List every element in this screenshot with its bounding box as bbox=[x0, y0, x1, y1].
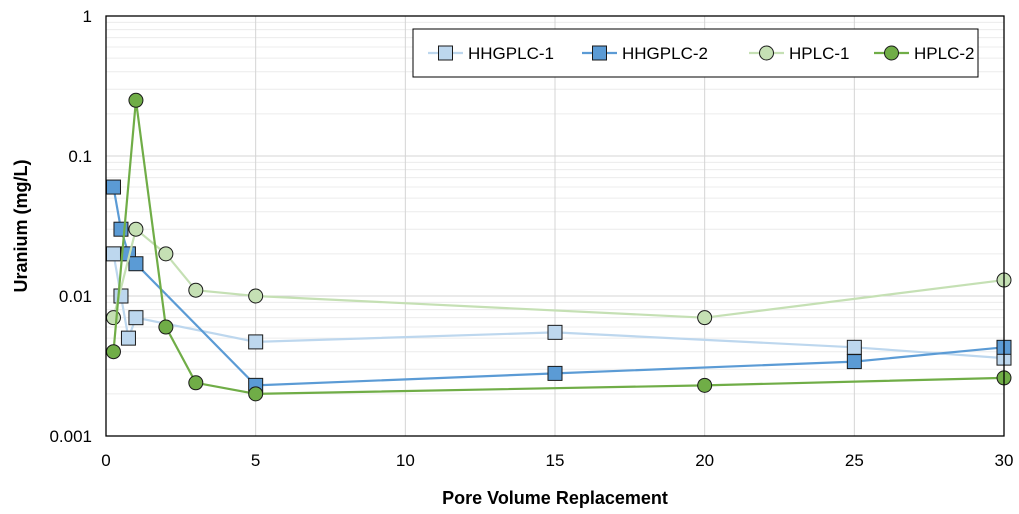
data-point bbox=[547, 365, 563, 381]
data-point bbox=[248, 386, 264, 402]
x-axis-label: Pore Volume Replacement bbox=[442, 488, 668, 508]
data-point bbox=[697, 310, 713, 326]
data-point bbox=[105, 246, 121, 262]
data-point bbox=[547, 324, 563, 340]
data-point bbox=[248, 288, 264, 304]
legend-item-hplc-2: HPLC-2 bbox=[874, 44, 974, 63]
legend-item-hhgplc-2: HHGPLC-2 bbox=[582, 44, 708, 63]
x-tick-label: 5 bbox=[251, 451, 260, 470]
y-tick-label: 1 bbox=[83, 7, 92, 26]
legend-marker bbox=[759, 45, 774, 61]
data-point bbox=[188, 282, 204, 298]
data-point bbox=[128, 256, 144, 272]
legend-label: HPLC-2 bbox=[914, 44, 974, 63]
series-hhgplc-2 bbox=[105, 179, 1012, 393]
legend-label: HHGPLC-2 bbox=[622, 44, 708, 63]
data-point bbox=[105, 344, 121, 360]
data-point bbox=[158, 319, 174, 335]
legend-marker bbox=[592, 45, 607, 61]
x-tick-label: 0 bbox=[101, 451, 110, 470]
data-point bbox=[846, 354, 862, 370]
data-point bbox=[697, 377, 713, 393]
y-tick-label: 0.01 bbox=[59, 287, 92, 306]
x-tick-label: 30 bbox=[995, 451, 1014, 470]
tick-labels: 0 5 10 15 20 25 30 0.001 0.01 0.1 1 bbox=[49, 7, 1013, 470]
x-tick-label: 20 bbox=[695, 451, 714, 470]
legend-label: HPLC-1 bbox=[789, 44, 849, 63]
data-point bbox=[158, 246, 174, 262]
y-axis-label: Uranium (mg/L) bbox=[11, 159, 31, 292]
data-point bbox=[248, 334, 264, 350]
legend: HHGPLC-1 HHGPLC-2 HPLC-1 HPLC-2 bbox=[412, 28, 979, 78]
plot-area-border bbox=[105, 15, 1005, 437]
x-tick-label: 15 bbox=[546, 451, 565, 470]
data-point bbox=[128, 310, 144, 326]
data-point bbox=[128, 92, 144, 108]
x-tick-label: 25 bbox=[845, 451, 864, 470]
x-tick-label: 10 bbox=[396, 451, 415, 470]
series-hplc-1 bbox=[105, 221, 1012, 326]
data-point bbox=[120, 330, 136, 346]
legend-marker bbox=[884, 45, 899, 61]
legend-item-hplc-1: HPLC-1 bbox=[749, 44, 849, 63]
legend-label: HHGPLC-1 bbox=[468, 44, 554, 63]
legend-item-hhgplc-1: HHGPLC-1 bbox=[428, 44, 554, 63]
legend-marker bbox=[438, 45, 453, 61]
y-tick-label: 0.001 bbox=[49, 427, 92, 446]
data-point bbox=[105, 310, 121, 326]
data-point bbox=[188, 375, 204, 391]
data-point bbox=[846, 339, 862, 355]
y-tick-label: 0.1 bbox=[68, 147, 92, 166]
data-point bbox=[128, 221, 144, 237]
data-point bbox=[105, 179, 121, 195]
